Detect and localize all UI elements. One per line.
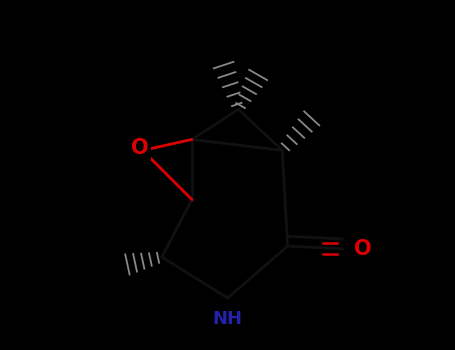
Text: O: O [131, 138, 149, 158]
Text: NH: NH [212, 310, 243, 328]
Text: O: O [354, 239, 372, 259]
